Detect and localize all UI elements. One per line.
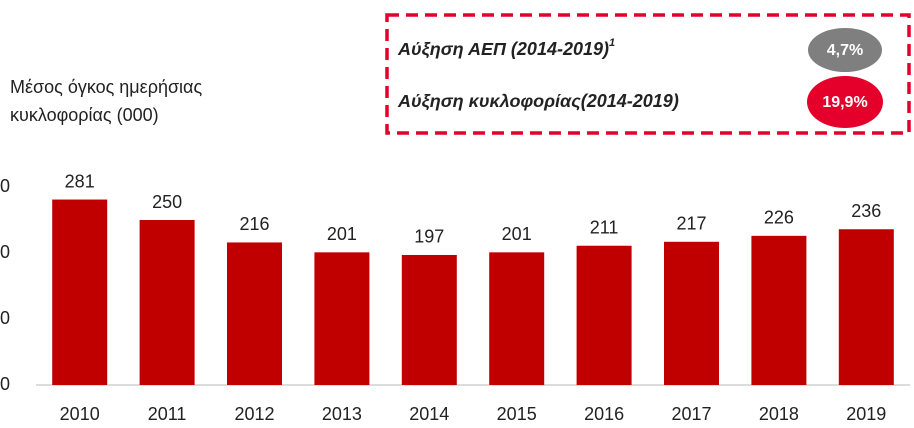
x-tick-label: 2018 — [759, 404, 799, 424]
data-label: 217 — [676, 214, 706, 234]
data-label: 197 — [414, 227, 444, 247]
highlight-label: Αύξηση κυκλοφορίας(2014-2019) — [397, 91, 679, 112]
bar — [401, 254, 457, 385]
bar — [489, 252, 545, 385]
highlight-value: 4,7% — [827, 42, 863, 59]
bar — [227, 242, 282, 385]
data-label: 250 — [152, 192, 182, 212]
x-tick-label: 2019 — [846, 404, 886, 424]
data-label: 211 — [590, 217, 619, 237]
highlight-value: 19,9% — [822, 94, 867, 111]
y-tick-label: 0 — [0, 374, 10, 394]
bar — [664, 241, 719, 385]
x-tick-label: 2010 — [60, 404, 100, 424]
data-label: 201 — [502, 224, 532, 244]
x-tick-label: 2015 — [497, 404, 537, 424]
x-tick-label: 2017 — [671, 404, 711, 424]
y-axis-title: Μέσος όγκος ημερήσιας — [10, 77, 202, 97]
data-label: 236 — [851, 201, 881, 221]
y-tick-label: 100 — [0, 308, 10, 328]
y-tick-label: 200 — [0, 242, 10, 262]
y-tick-label: 300 — [0, 176, 10, 196]
x-tick-label: 2011 — [148, 404, 187, 424]
highlight-label: Αύξηση ΑΕΠ (2014-2019) — [397, 39, 609, 60]
y-axis-title: κυκλοφορίας (000) — [10, 105, 159, 125]
bar — [314, 252, 370, 385]
x-tick-label: 2012 — [234, 404, 274, 424]
bar — [576, 245, 632, 385]
bar — [751, 235, 807, 385]
bar — [139, 220, 195, 385]
highlight-text: Αύξηση ΑΕΠ (2014-2019)1 — [397, 37, 615, 60]
data-label: 201 — [327, 224, 357, 244]
highlight-text: Αύξηση κυκλοφορίας(2014-2019) — [397, 91, 679, 112]
data-label: 216 — [239, 214, 269, 234]
highlight-badge — [807, 76, 883, 128]
x-tick-label: 2013 — [322, 404, 362, 424]
footnote-mark: 1 — [609, 37, 615, 49]
data-label: 281 — [65, 171, 95, 191]
highlight-badge — [808, 28, 882, 72]
bar — [52, 199, 108, 385]
data-label: 226 — [764, 208, 794, 228]
x-tick-label: 2016 — [584, 404, 624, 424]
x-tick-label: 2014 — [409, 404, 449, 424]
bar — [838, 229, 894, 385]
highlight-box — [385, 13, 911, 135]
